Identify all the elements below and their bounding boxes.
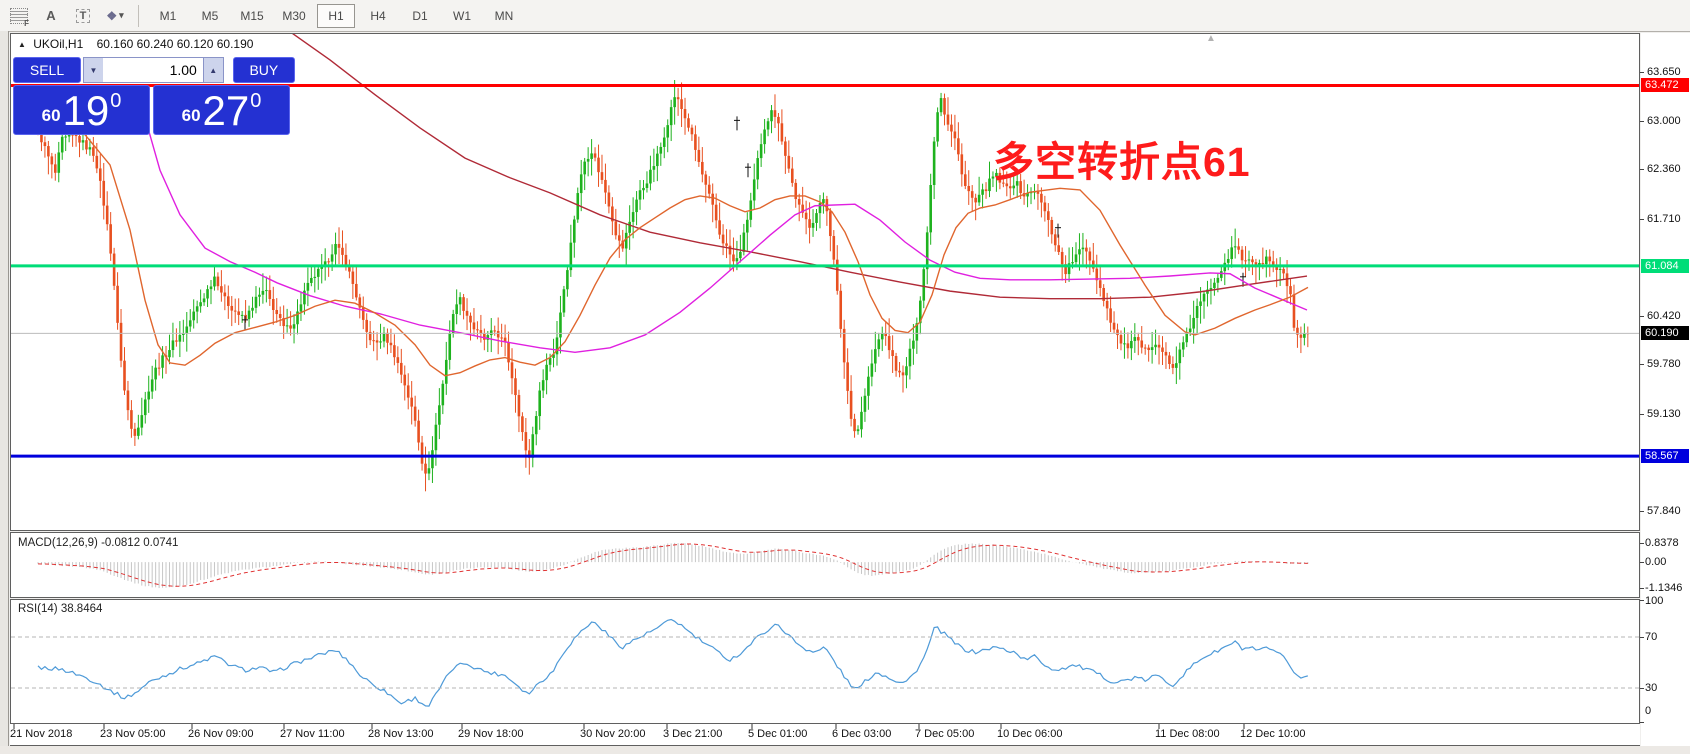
rsi-axis-label: 100: [1645, 595, 1664, 607]
time-axis-label: 5 Dec 01:00: [748, 728, 808, 740]
shapes-tool-icon[interactable]: ❖ ▾: [106, 8, 124, 23]
top-toolbar: F A T ❖ ▾ M1 M5 M15 M30 H1 H4 D1 W1 MN: [0, 0, 1690, 32]
buy-price-pips: 27: [202, 87, 250, 134]
timeframe-button-w1[interactable]: W1: [453, 8, 471, 23]
timeframe-button-mn[interactable]: MN: [494, 8, 514, 23]
rsi-tick-mark: [1640, 688, 1644, 689]
sell-price-point: 0: [110, 90, 122, 112]
price-line-label: 58.567: [1641, 449, 1689, 464]
buy-button[interactable]: BUY: [232, 57, 295, 83]
time-axis-label: 3 Dec 21:00: [663, 728, 723, 740]
price-axis-column[interactable]: [1641, 33, 1690, 746]
rsi-tick-mark: [1640, 600, 1644, 601]
macd-tick-mark: [1640, 562, 1644, 564]
timeframe-button-d1[interactable]: D1: [412, 8, 428, 23]
y-tick-mark: [1640, 169, 1644, 171]
y-tick-label: 60.420: [1647, 310, 1681, 323]
macd-axis-label: 0.8378: [1645, 537, 1679, 549]
rsi-indicator-label: RSI(14) 38.8464: [18, 603, 103, 615]
time-axis-label: 7 Dec 05:00: [915, 728, 975, 740]
buy-price-tile[interactable]: 60 27 0: [153, 85, 290, 135]
macd-panel[interactable]: [10, 532, 1640, 598]
time-axis-label: 30 Nov 20:00: [580, 728, 646, 740]
rsi-tick-mark: [1640, 637, 1644, 638]
macd-tick-mark: [1640, 588, 1644, 589]
time-axis-label: 29 Nov 18:00: [458, 728, 524, 740]
chevron-down-icon: ▾: [119, 10, 124, 20]
buy-price-point: 0: [250, 90, 262, 112]
macd-axis-label: -1.1346: [1645, 582, 1683, 594]
y-tick-label: 59.780: [1647, 358, 1681, 371]
y-tick-mark: [1640, 511, 1644, 512]
y-tick-label: 62.360: [1647, 163, 1681, 176]
window-bottom-edge: [0, 746, 1690, 754]
sell-price-whole: 60: [41, 106, 61, 125]
timeframe-button-m5[interactable]: M5: [201, 8, 219, 23]
y-tick-label: 61.710: [1647, 212, 1681, 225]
timeframe-button-h4[interactable]: H4: [370, 8, 386, 23]
time-axis-label: 10 Dec 06:00: [997, 728, 1063, 740]
sell-price-pips: 19: [62, 87, 110, 134]
cursor-a-tool-icon[interactable]: A: [46, 8, 56, 23]
chart-shift-marker-icon: ▲: [1206, 33, 1216, 44]
text-label-tool-icon[interactable]: T: [70, 5, 96, 27]
timeframe-button-h1[interactable]: H1: [317, 3, 355, 28]
y-tick-mark: [1640, 413, 1644, 415]
y-tick-mark: [1640, 316, 1644, 318]
y-tick-mark: [1640, 121, 1644, 123]
time-axis-label: 11 Dec 08:00: [1155, 728, 1220, 740]
rsi-tick-mark: [1640, 722, 1644, 723]
collapse-triangle-icon[interactable]: ▲: [18, 40, 26, 49]
timeframe-button-m1[interactable]: M1: [159, 8, 177, 23]
chart-grid-tool-icon[interactable]: F: [6, 5, 32, 28]
rsi-axis-label: 70: [1645, 631, 1658, 643]
y-tick-label: 63.000: [1647, 115, 1681, 128]
timeframe-button-m15[interactable]: M15: [240, 8, 264, 23]
ohlc-values: 60.160 60.240 60.120 60.190: [96, 37, 254, 51]
toolbar-separator: [138, 4, 139, 27]
time-axis-label: 12 Dec 10:00: [1240, 728, 1306, 740]
sell-price-tile[interactable]: 60 19 0: [13, 85, 150, 135]
chart-header: ▲ UKOil,H1 60.160 60.240 60.120 60.190: [18, 37, 253, 51]
volume-decrease-button[interactable]: ▼: [82, 57, 103, 83]
rsi-axis-label: 0: [1645, 705, 1652, 717]
chart-text-annotation: 多空转折点61: [993, 139, 1251, 185]
y-tick-label: 63.650: [1647, 66, 1681, 78]
y-tick-label: 59.130: [1647, 407, 1681, 420]
window-left-edge: [0, 31, 9, 754]
rsi-panel[interactable]: [10, 599, 1640, 724]
volume-increase-button[interactable]: ▲: [202, 57, 224, 83]
macd-indicator-label: MACD(12,26,9) -0.0812 0.0741: [18, 537, 179, 549]
price-line-label: 60.190: [1641, 326, 1689, 341]
y-tick-mark: [1640, 364, 1644, 366]
y-tick-mark: [1640, 218, 1644, 220]
one-click-trading-widget: SELL ▼ ▲ BUY 60 19 0 60 27 0: [13, 57, 295, 135]
timeframe-button-m30[interactable]: M30: [282, 8, 306, 23]
time-axis-label: 23 Nov 05:00: [100, 728, 166, 740]
y-tick-mark: [1640, 72, 1644, 73]
sell-button[interactable]: SELL: [13, 57, 81, 83]
y-tick-label: 57.840: [1647, 505, 1681, 517]
time-axis-label: 28 Nov 13:00: [368, 728, 434, 740]
rsi-axis-label: 30: [1645, 682, 1658, 694]
timeframe-bar: M1 M5 M15 M30 H1 H4 D1 W1 MN: [147, 3, 525, 28]
time-axis-label: 27 Nov 11:00: [280, 728, 345, 740]
price-line-label: 63.472: [1641, 78, 1689, 93]
symbol-title: UKOil,H1: [33, 37, 84, 51]
price-line-label: 61.084: [1641, 258, 1689, 273]
volume-input[interactable]: [102, 57, 203, 83]
macd-axis-label: 0.00: [1645, 556, 1667, 569]
buy-price-whole: 60: [181, 106, 201, 125]
macd-tick-mark: [1640, 543, 1644, 544]
time-axis-label: 26 Nov 09:00: [188, 728, 254, 740]
time-axis-strip[interactable]: [10, 724, 1640, 746]
time-axis-label: 21 Nov 2018: [10, 728, 73, 740]
time-axis-label: 6 Dec 03:00: [832, 728, 892, 740]
